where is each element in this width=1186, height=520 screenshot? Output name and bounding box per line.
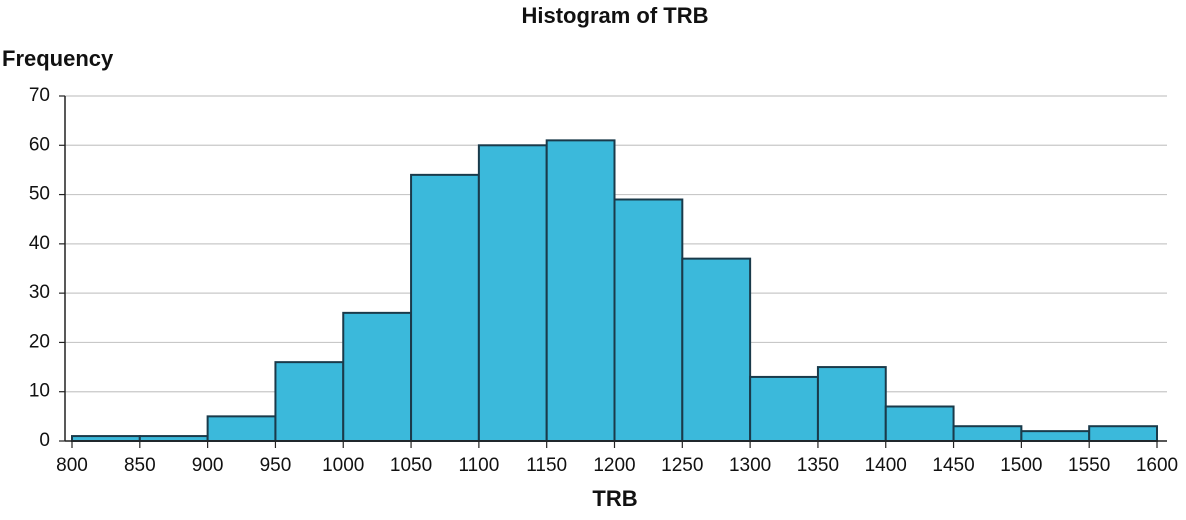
bar <box>545 139 616 442</box>
x-tick-label: 1150 <box>526 455 567 476</box>
x-tick-label: 1250 <box>661 455 703 476</box>
y-tick-label: 40 <box>29 233 50 254</box>
x-tick-label: 950 <box>260 455 292 476</box>
x-tick-label: 1400 <box>865 455 907 476</box>
y-tick-label: 20 <box>29 331 50 352</box>
x-tick-label: 800 <box>56 455 88 476</box>
x-tick-label: 1300 <box>729 455 771 476</box>
bar <box>477 144 548 443</box>
bar <box>206 415 277 443</box>
bar <box>816 366 887 443</box>
x-tick-label: 1450 <box>932 455 974 476</box>
bar <box>884 405 955 442</box>
bar <box>952 425 1023 443</box>
bar <box>613 198 684 442</box>
x-tick-label: 850 <box>124 455 156 476</box>
chart-title: Histogram of TRB <box>522 3 709 28</box>
bar <box>410 173 480 442</box>
bar <box>342 311 413 442</box>
x-tick-label: 1000 <box>322 455 364 476</box>
y-tick-label: 70 <box>29 85 50 106</box>
y-tick-label: 0 <box>39 430 50 451</box>
bar <box>1020 430 1091 442</box>
y-tick-label: 50 <box>29 184 50 205</box>
y-tick-label: 10 <box>29 381 50 402</box>
y-axis-label: Frequency <box>2 46 114 71</box>
bar <box>1088 425 1158 443</box>
bar <box>274 361 345 442</box>
x-tick-label: 1600 <box>1136 455 1178 476</box>
y-tick-label: 30 <box>29 282 50 303</box>
x-tick-label: 1550 <box>1068 455 1110 476</box>
bar <box>749 375 819 442</box>
y-tick-label: 60 <box>29 134 50 155</box>
x-tick-label: 1100 <box>458 455 499 476</box>
x-tick-label: 1350 <box>797 455 839 476</box>
x-axis-label: TRB <box>592 486 637 511</box>
x-tick-label: 1500 <box>1000 455 1042 476</box>
bar <box>681 257 752 442</box>
x-tick-label: 1050 <box>390 455 432 476</box>
x-tick-label: 900 <box>192 455 224 476</box>
x-tick-label: 1200 <box>593 455 635 476</box>
